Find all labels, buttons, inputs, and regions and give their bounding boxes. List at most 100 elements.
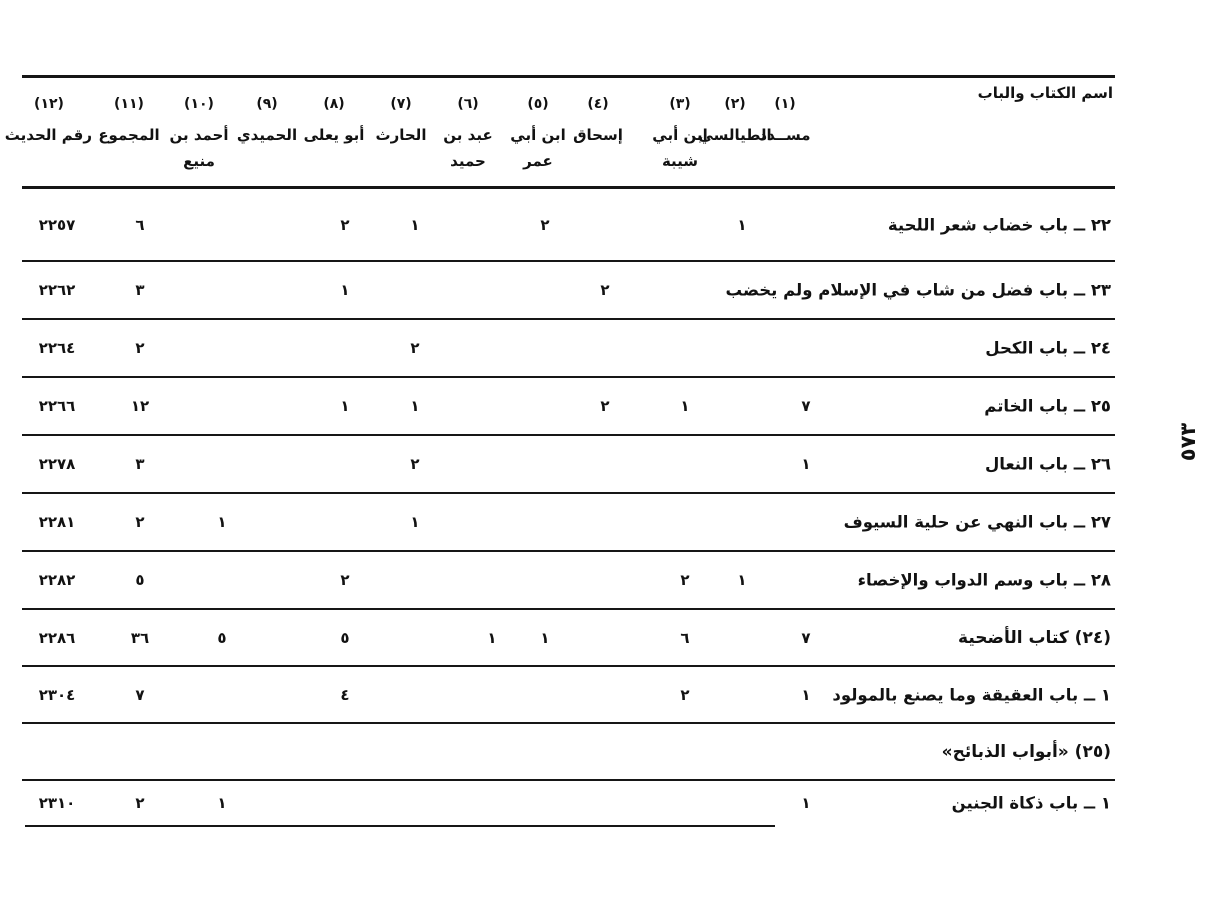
table-header: اسم الكتاب والباب (١) مســدد (٢) الطيالسي (٣… xyxy=(5,78,1115,186)
chapter-title: ١ ــ باب ذكاة الجنين xyxy=(951,793,1111,813)
column-name: الحميدي xyxy=(236,126,298,144)
hadith-number-cell: ٢٢٨٢ xyxy=(38,571,76,589)
column-name: الطيالسي xyxy=(698,126,772,144)
total-cell: ٧ xyxy=(135,685,145,704)
count-cell: ٢ xyxy=(410,455,420,473)
hadith-number-cell: ٢٣٠٤ xyxy=(38,685,76,704)
name-column-header: اسم الكتاب والباب xyxy=(977,84,1113,102)
total-cell: ٢ xyxy=(135,794,145,812)
table-row: ١ ــ باب العقيقة وما يصنع بالمولود ١ ٢ ٤ ٧ ٢٣… xyxy=(22,667,1115,724)
chapter-title: ٢٢ ــ باب خضاب شعر اللحية xyxy=(887,215,1111,234)
column-name: المجموع xyxy=(98,126,160,144)
count-cell: ٢ xyxy=(410,339,420,357)
count-cell: ٢ xyxy=(600,397,610,415)
total-cell: ٦ xyxy=(135,215,145,234)
count-cell: ٥ xyxy=(340,628,350,647)
count-cell: ١ xyxy=(340,281,350,299)
book-heading: (٢٥) «أبواب الذبائح» xyxy=(941,741,1111,762)
table-top-rule xyxy=(22,75,1115,78)
count-cell: ١ xyxy=(737,215,747,234)
column-number: (٧) xyxy=(390,96,412,112)
count-cell: ١ xyxy=(680,397,690,415)
column-number: (١٢) xyxy=(34,96,64,112)
count-cell: ١ xyxy=(540,628,550,647)
count-cell: ٧ xyxy=(801,397,811,415)
total-cell: ٢ xyxy=(135,513,145,531)
total-cell: ٢ xyxy=(135,339,145,357)
chapter-title: ٢٣ ــ باب فضل من شاب في الإسلام ولم يخضب xyxy=(725,280,1111,300)
table-row: (٢٥) «أبواب الذبائح» xyxy=(22,724,1115,781)
column-number: (٢) xyxy=(724,96,746,112)
table-row: ٢٨ ــ باب وسم الدواب والإخصاء ١ ٢ ٢ ٥ ٢٢٨٢ xyxy=(22,552,1115,610)
column-name: مســدد xyxy=(759,126,811,144)
count-cell: ٥ xyxy=(217,628,227,647)
table-row: ٢٢ ــ باب خضاب شعر اللحية ١ ٢ ١ ٢ ٦ ٢٢٥٧ xyxy=(22,189,1115,262)
chapter-title: ٢٦ ــ باب النعال xyxy=(984,454,1111,474)
table-row: ٢٥ ــ باب الخاتم ٧ ١ ٢ ١ ١ ١٢ ٢٢٦٦ xyxy=(22,378,1115,436)
count-cell: ١ xyxy=(217,513,227,531)
column-number: (٦) xyxy=(457,96,479,112)
table-row: (٢٤) كتاب الأضحية ٧ ٦ ١ ١ ٥ ٥ ٣٦ ٢٢٨٦ xyxy=(22,610,1115,667)
count-cell: ٧ xyxy=(801,628,811,647)
column-number: (٨) xyxy=(323,96,345,112)
count-cell: ٢ xyxy=(340,215,350,234)
table-row: ٢٤ ــ باب الكحل ٢ ٢ ٢٢٦٤ xyxy=(22,320,1115,378)
total-cell: ٥ xyxy=(135,571,145,589)
column-name: رقم الحديث xyxy=(4,126,92,144)
count-cell: ١ xyxy=(217,794,227,812)
column-number: (٩) xyxy=(256,96,278,112)
count-cell: ١ xyxy=(410,397,420,415)
column-number: (٥) xyxy=(527,96,549,112)
count-cell: ١ xyxy=(410,215,420,234)
table-row: ١ ــ باب ذكاة الجنين ١ ١ ٢ ٢٣١٠ xyxy=(22,781,1115,827)
column-number: (١٠) xyxy=(184,96,214,112)
count-cell: ١ xyxy=(801,455,811,473)
total-cell: ٣ xyxy=(135,455,145,473)
total-cell: ٣ xyxy=(135,281,145,299)
table-row: ٢٣ ــ باب فضل من شاب في الإسلام ولم يخضب… xyxy=(22,262,1115,320)
book-heading: (٢٤) كتاب الأضحية xyxy=(958,627,1111,648)
count-cell: ١ xyxy=(487,628,497,647)
column-name: ابن أبي عمر xyxy=(510,126,566,170)
hadith-number-cell: ٢٢٨٦ xyxy=(38,628,76,647)
column-number: (١١) xyxy=(114,96,144,112)
count-cell: ١ xyxy=(801,794,811,812)
table-row: ٢٧ ــ باب النهي عن حلية السيوف ١ ١ ٢ ٢٢٨١ xyxy=(22,494,1115,552)
hadith-number-cell: ٢٢٧٨ xyxy=(38,455,76,473)
count-cell: ٤ xyxy=(340,685,350,704)
column-name: إسحاق xyxy=(573,126,623,144)
count-cell: ٢ xyxy=(540,215,550,234)
count-cell: ١ xyxy=(801,685,811,704)
count-cell: ٢ xyxy=(680,571,690,589)
count-cell: ١ xyxy=(737,571,747,589)
table-row: ٢٦ ــ باب النعال ١ ٢ ٣ ٢٢٧٨ xyxy=(22,436,1115,494)
column-number: (٤) xyxy=(587,96,609,112)
column-name: أحمد بن منيع xyxy=(169,126,229,170)
hadith-number-cell: ٢٢٥٧ xyxy=(38,215,76,234)
header-bottom-rule xyxy=(22,186,1115,189)
hadith-number-cell: ٢٢٦٢ xyxy=(38,281,76,299)
chapter-title: ٢٥ ــ باب الخاتم xyxy=(984,396,1111,416)
page-number-text: ٥٧٣ xyxy=(1175,422,1200,462)
chapter-title: ١ ــ باب العقيقة وما يصنع بالمولود xyxy=(832,685,1111,704)
column-name: أبو يعلى xyxy=(303,126,365,144)
hadith-count-table: اسم الكتاب والباب (١) مســدد (٢) الطيالسي (٣… xyxy=(5,75,1115,827)
hadith-number-cell: ٢٢٦٤ xyxy=(38,339,76,357)
total-cell: ٣٦ xyxy=(130,628,150,647)
table-body: ٢٢ ــ باب خضاب شعر اللحية ١ ٢ ١ ٢ ٦ ٢٢٥٧ ٢٣ ــ … xyxy=(22,189,1115,827)
column-number: (١) xyxy=(774,96,796,112)
count-cell: ١ xyxy=(410,513,420,531)
hadith-number-cell: ٢٢٨١ xyxy=(38,513,76,531)
column-name: الحارث xyxy=(375,126,427,144)
count-cell: ٢ xyxy=(340,571,350,589)
column-number: (٣) xyxy=(669,96,691,112)
count-cell: ٢ xyxy=(600,281,610,299)
margin-page-number: ٥٧٣ xyxy=(1158,412,1218,472)
partial-bottom-rule xyxy=(25,825,775,827)
column-name: ابن أبي شيبة xyxy=(652,126,708,170)
hadith-number-cell: ٢٢٦٦ xyxy=(38,397,76,415)
chapter-title: ٢٧ ــ باب النهي عن حلية السيوف xyxy=(843,512,1111,532)
hadith-number-cell: ٢٣١٠ xyxy=(38,794,76,812)
count-cell: ١ xyxy=(340,397,350,415)
